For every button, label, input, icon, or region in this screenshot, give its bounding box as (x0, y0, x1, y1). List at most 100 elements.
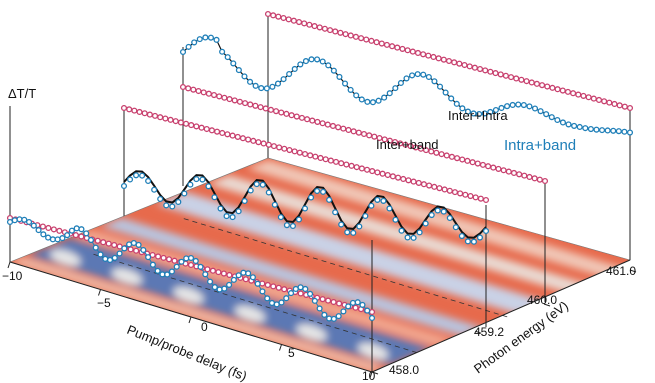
far-series-point (241, 73, 248, 80)
label-inter-intra: Inter+Intra (448, 108, 508, 123)
near-series-point (145, 254, 152, 261)
pink-series-point (265, 141, 272, 148)
mid-series-point (446, 214, 453, 222)
near-series-point (116, 250, 123, 257)
pink-series-point (307, 152, 314, 159)
label-inter-band: Inter+band (376, 137, 439, 152)
pink-series-point (464, 157, 471, 164)
near-series-point (73, 225, 80, 232)
pink-series-point (405, 177, 412, 184)
far-series-point (364, 98, 371, 105)
dashed-guide (93, 253, 420, 354)
pink-series-point (461, 61, 468, 69)
mid-series-point (229, 214, 236, 221)
mid-series-point (476, 234, 484, 241)
heatmap-band (246, 160, 630, 279)
near-pink-series-point (111, 242, 118, 249)
near-series-point (159, 271, 166, 278)
near-series-point (268, 299, 276, 307)
pink-series-point (526, 173, 533, 181)
near-series-point (45, 234, 52, 241)
near-pink-series-point (319, 296, 326, 303)
mid-series-point (259, 181, 266, 188)
pink-series-point (386, 137, 393, 144)
pink-series-point (120, 104, 128, 112)
pink-series-point (214, 128, 221, 135)
pink-series-point (539, 82, 546, 89)
pink-series-point (273, 108, 280, 115)
near-series-point (207, 278, 214, 285)
pink-series-point (373, 39, 380, 46)
pink-series-point (541, 177, 549, 185)
mid-series-point (271, 201, 278, 208)
pink-series-point (219, 129, 226, 137)
far-series-point (269, 83, 276, 90)
near-series-point (249, 274, 256, 281)
near-pink-series-point (336, 300, 343, 307)
mid-series-point (217, 205, 224, 212)
pink-series-point (348, 162, 355, 169)
z-tick-label: 458.0 (389, 363, 419, 377)
near-series-point (211, 284, 218, 291)
near-series-point (283, 295, 290, 302)
pink-series-point (250, 137, 257, 144)
mid-series-point (332, 209, 339, 216)
pink-series-point (414, 49, 422, 56)
near-pink-series-point (171, 257, 178, 264)
far-series-point (576, 123, 583, 131)
pink-series-point (536, 176, 543, 183)
far-series-point (537, 108, 544, 115)
far-series-point (599, 127, 606, 134)
far-series-point (347, 86, 354, 93)
pink-series-point (549, 84, 556, 91)
near-series-point (164, 271, 171, 278)
pink-series-point (306, 21, 313, 28)
far-series-point (280, 76, 287, 83)
near-series-point (221, 285, 228, 292)
pink-series-point (409, 48, 416, 55)
far-series-point (459, 105, 466, 112)
near-series-point (149, 261, 156, 268)
near-series-point (364, 307, 371, 314)
near-series-point (326, 315, 333, 322)
x-tick-label: −10 (2, 269, 23, 283)
mid-series-point (126, 176, 134, 183)
pink-series-point (369, 168, 376, 175)
pink-series-point (601, 98, 608, 105)
pink-series-point (502, 72, 509, 79)
pink-series-point (544, 83, 551, 90)
pink-series-point (585, 94, 592, 101)
pink-series-point (285, 16, 292, 23)
pink-series-point (183, 120, 190, 127)
mid-series-point (344, 229, 351, 236)
near-series-point (183, 255, 190, 262)
pink-series-point (126, 106, 133, 113)
pink-series-point (252, 102, 259, 109)
pink-series-point (476, 66, 484, 73)
pink-series-point (195, 87, 202, 95)
near-series-point (173, 263, 180, 270)
x-tick-label: 5 (288, 346, 295, 360)
pink-series-point (324, 121, 331, 128)
near-series-point (245, 270, 252, 277)
pink-series-point (531, 175, 538, 182)
pink-series-point (185, 85, 192, 92)
pink-series-point (412, 144, 419, 151)
heatmap-band (156, 192, 549, 315)
near-series-point (126, 241, 133, 248)
pink-series-point (368, 37, 375, 44)
far-series-point (559, 119, 566, 126)
pink-series-point (231, 97, 238, 104)
near-series-point (130, 239, 137, 247)
near-pink-series-point (72, 232, 79, 239)
pink-series-point (162, 115, 169, 122)
mid-series-point (440, 208, 447, 215)
pink-series-point (479, 161, 486, 168)
near-series-point (273, 301, 280, 308)
pink-series-point (309, 117, 316, 124)
near-series-point (259, 288, 266, 295)
pink-series-point (366, 132, 373, 139)
pink-series-point (358, 35, 365, 42)
mid-series-point (356, 223, 363, 230)
pink-series-point (469, 159, 476, 166)
